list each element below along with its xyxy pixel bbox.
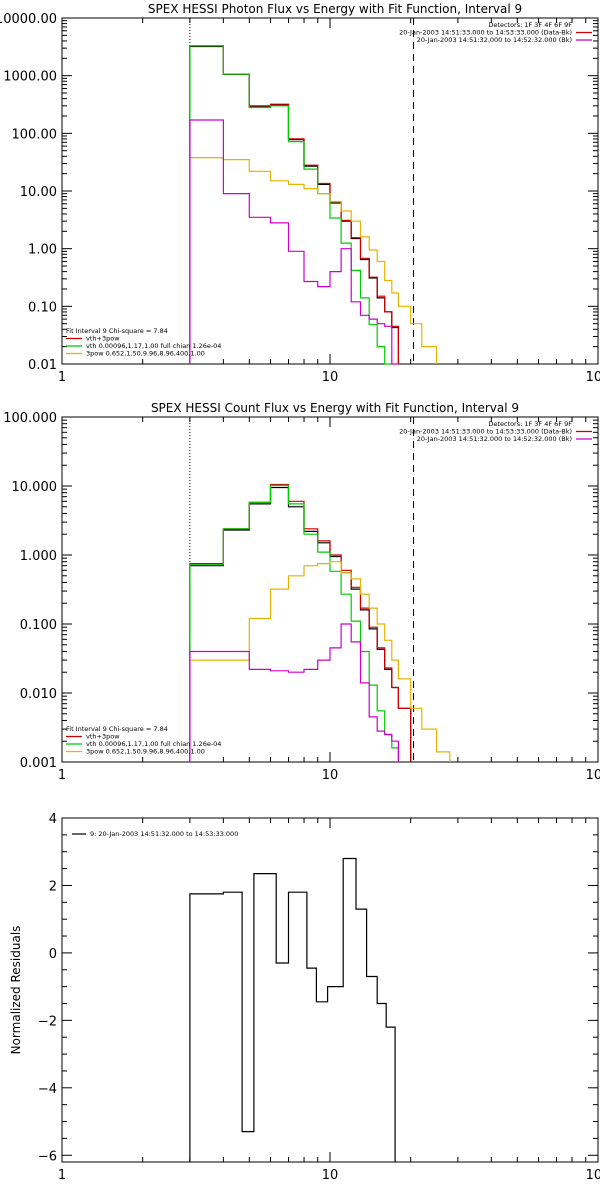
chart-title: SPEX HESSI Photon Flux vs Energy with Fi… xyxy=(148,2,522,16)
legend-text: 3pow 0.652,1.50,9.96,8.96,400,1.00 xyxy=(86,350,205,358)
y-tick-label: 2 xyxy=(49,879,57,894)
x-tick-label: 1 xyxy=(58,1168,66,1183)
legend-text: Fit Interval 9 Chi-square = 7.84 xyxy=(66,327,168,335)
y-tick-label: 1.000 xyxy=(20,549,57,564)
legend-text: vth 0.00096,1.17,1.00 full chian 1.26e-0… xyxy=(86,740,221,748)
y-tick-label: 10.000 xyxy=(12,480,58,495)
series-line-1 xyxy=(189,45,399,364)
y-tick-label: 10.00 xyxy=(20,185,57,200)
photon-flux-panel: SPEX HESSI Photon Flux vs Energy with Fi… xyxy=(0,2,600,385)
y-tick-label: −4 xyxy=(38,1082,57,1097)
series-line-4 xyxy=(189,119,399,365)
legend-text: vth+3pow xyxy=(86,335,120,343)
y-tick-label: −2 xyxy=(38,1014,57,1029)
chart-title: SPEX HESSI Count Flux vs Energy with Fit… xyxy=(151,401,519,415)
residuals-panel: Normalized Residuals 1 10 100 −6 −4 −2 0 2 4 9: 2… xyxy=(9,812,600,1183)
y-tick-label: 0.010 xyxy=(20,687,57,702)
y-tick-label: 0.100 xyxy=(20,618,57,633)
y-axis-label: Normalized Residuals xyxy=(9,926,23,1055)
legend-text: 3pow 0.652,1.50,9.96,8.96,400,1.00 xyxy=(86,748,205,756)
plot-frame xyxy=(61,817,599,1163)
y-tick-label: 0.10 xyxy=(28,300,57,315)
header-text: Detectors: 1F 3F 4F 6F 9F xyxy=(488,21,572,29)
y-tick-label: 10000.00 xyxy=(0,12,57,27)
header-text: 20-Jan-2003 14:51:33.000 to 14:53:33.000… xyxy=(399,428,572,436)
series-line-4 xyxy=(189,623,399,762)
y-tick-label: 0.001 xyxy=(20,756,57,771)
header-text: 20-Jan-2003 14:51:32.000 to 14:52:32.000… xyxy=(417,435,572,443)
x-tick-label: 10 xyxy=(322,370,339,385)
y-tick-label: 1000.00 xyxy=(3,70,57,85)
legend-text: vth+3pow xyxy=(86,733,120,741)
x-tick-label: 100 xyxy=(586,1168,600,1183)
count-flux-panel: SPEX HESSI Count Flux vs Energy with Fit… xyxy=(3,401,600,783)
y-tick-label: 4 xyxy=(49,812,57,827)
series-line-2 xyxy=(189,484,399,762)
series-line-2 xyxy=(189,45,392,365)
series-line-0 xyxy=(189,45,399,364)
x-tick-label: 10 xyxy=(322,768,339,783)
legend-text: 9: 20-Jan-2003 14:51:32.000 to 14:53:33.… xyxy=(90,830,238,838)
x-tick-label: 100 xyxy=(586,370,600,385)
series-line-3 xyxy=(189,157,438,364)
series-line-3 xyxy=(189,561,451,762)
header-text: 20-Jan-2003 14:51:33.000 to 14:53:33.000… xyxy=(399,29,572,37)
x-tick-label: 1 xyxy=(58,768,66,783)
y-tick-label: −6 xyxy=(38,1149,57,1164)
y-tick-label: 100.00 xyxy=(12,127,58,142)
x-tick-label: 1 xyxy=(58,370,66,385)
header-text: Detectors: 1F 3F 4F 6F 9F xyxy=(488,420,572,428)
legend-text: Fit Interval 9 Chi-square = 7.84 xyxy=(66,725,168,733)
y-tick-label: 0 xyxy=(49,947,57,962)
x-tick-label: 100 xyxy=(586,768,600,783)
y-tick-label: 1.00 xyxy=(28,243,57,258)
x-tick-label: 10 xyxy=(322,1168,339,1183)
legend-text: vth 0.00096,1.17,1.00 full chian 1.26e-0… xyxy=(86,342,221,350)
residual-line xyxy=(189,857,396,1162)
y-tick-label: 100.000 xyxy=(3,411,57,426)
header-text: 20-Jan-2003 14:51:32.000 to 14:52:32.000… xyxy=(417,36,572,44)
plot-frame xyxy=(61,416,599,763)
y-tick-label: 0.01 xyxy=(28,358,57,373)
